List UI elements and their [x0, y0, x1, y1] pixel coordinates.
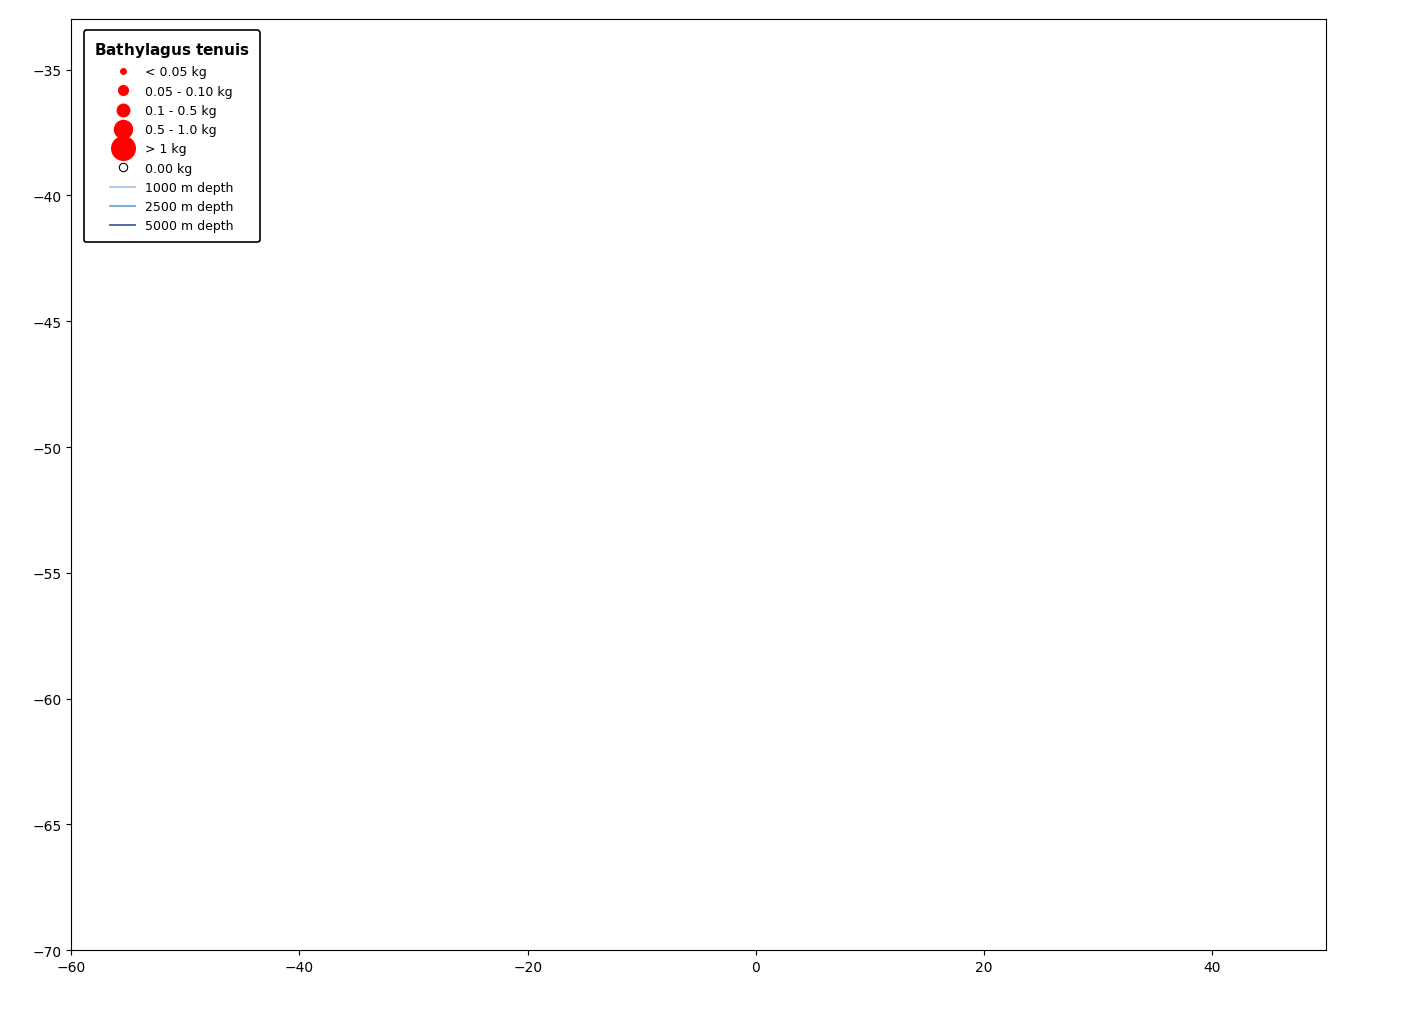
Legend: < 0.05 kg, 0.05 - 0.10 kg, 0.1 - 0.5 kg, 0.5 - 1.0 kg, > 1 kg, 0.00 kg, 1000 m d: < 0.05 kg, 0.05 - 0.10 kg, 0.1 - 0.5 kg,… — [84, 31, 260, 244]
